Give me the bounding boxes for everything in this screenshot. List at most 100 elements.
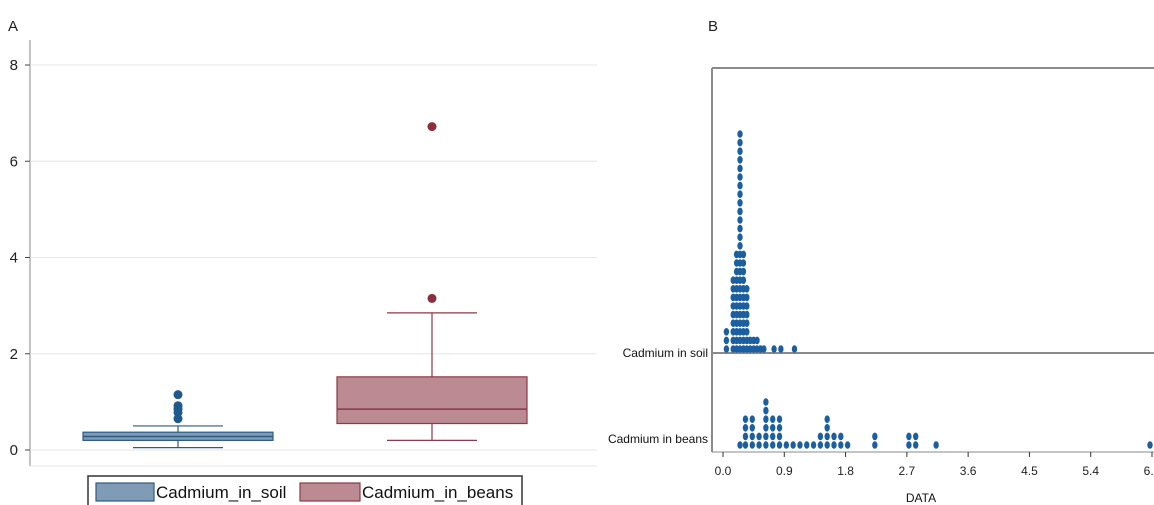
dot-beans bbox=[824, 441, 830, 449]
x-tick-label: 0.9 bbox=[776, 464, 793, 478]
dot-soil bbox=[737, 199, 743, 207]
group-label-soil: Cadmium in soil bbox=[623, 346, 708, 360]
dot-beans bbox=[838, 441, 844, 449]
dot-beans bbox=[790, 441, 796, 449]
dot-beans bbox=[763, 441, 769, 449]
dot-soil bbox=[737, 181, 743, 190]
dot-soil bbox=[737, 207, 743, 216]
dot-beans bbox=[906, 432, 912, 441]
dot-beans bbox=[770, 441, 776, 449]
dot-beans bbox=[742, 441, 749, 449]
legend-label-soil: Cadmium_in_soil bbox=[156, 483, 286, 502]
dot-soil bbox=[740, 250, 747, 259]
x-tick-label: 6.3 bbox=[1144, 464, 1154, 478]
group-label-beans: Cadmium in beans bbox=[608, 432, 708, 446]
dot-beans bbox=[797, 441, 803, 449]
outlier-beans bbox=[427, 122, 437, 132]
outlier-soil bbox=[173, 401, 183, 411]
x-tick-label: 4.5 bbox=[1021, 464, 1038, 478]
y-tick-label: 0 bbox=[10, 442, 18, 459]
dot-beans bbox=[749, 415, 755, 424]
dot-beans bbox=[763, 424, 769, 432]
dot-beans bbox=[906, 441, 912, 449]
dot-soil bbox=[778, 345, 784, 353]
y-tick-label: 6 bbox=[10, 153, 18, 170]
dot-beans bbox=[763, 432, 769, 441]
dot-soil bbox=[737, 233, 743, 241]
dot-soil bbox=[744, 319, 750, 328]
dot-beans bbox=[872, 432, 878, 441]
dot-soil bbox=[737, 147, 743, 155]
dot-beans bbox=[817, 432, 824, 441]
x-axis-label: DATA bbox=[906, 491, 936, 505]
dot-soil bbox=[723, 336, 730, 345]
x-tick-label: 3.6 bbox=[960, 464, 977, 478]
dot-soil bbox=[744, 310, 750, 319]
dot-beans bbox=[737, 441, 743, 449]
dot-beans bbox=[776, 415, 783, 424]
panel-b-dotplot: Cadmium in soil Cadmium in beans 0.0 0.9 1… bbox=[608, 67, 1154, 505]
dot-beans bbox=[838, 432, 844, 441]
dot-beans bbox=[804, 441, 810, 449]
dot-beans bbox=[831, 441, 837, 449]
dot-beans bbox=[770, 424, 776, 432]
dot-beans bbox=[913, 441, 919, 449]
box-beans bbox=[336, 376, 528, 425]
dot-beans bbox=[776, 441, 783, 449]
dot-soil bbox=[737, 164, 743, 173]
dot-beans bbox=[770, 432, 776, 441]
dot-soil bbox=[737, 190, 743, 198]
outlier-beans bbox=[427, 293, 437, 303]
dot-beans bbox=[763, 398, 769, 406]
x-tick-label: 0.0 bbox=[715, 464, 732, 478]
panel-b-label: B bbox=[708, 18, 718, 35]
panel-a-label: A bbox=[8, 18, 18, 35]
dot-beans bbox=[770, 415, 776, 424]
y-tick-label: 2 bbox=[10, 346, 18, 363]
dot-soil bbox=[737, 173, 743, 181]
dot-soil bbox=[771, 345, 777, 353]
panel-a-boxplot: 0 2 4 6 8 bbox=[10, 40, 597, 467]
legend-swatch-soil bbox=[95, 482, 155, 502]
dot-beans bbox=[742, 424, 749, 432]
dot-soil bbox=[737, 138, 743, 147]
dot-soil bbox=[761, 345, 767, 353]
dot-beans bbox=[763, 406, 769, 415]
dot-beans bbox=[756, 441, 762, 449]
dot-beans bbox=[749, 424, 755, 432]
dot-soil bbox=[737, 156, 743, 164]
dot-soil bbox=[740, 259, 747, 267]
dot-beans bbox=[831, 432, 837, 441]
dot-soil bbox=[744, 285, 750, 293]
dot-beans bbox=[824, 424, 830, 432]
legend-swatch-beans bbox=[299, 482, 361, 502]
dot-soil bbox=[754, 336, 760, 345]
dot-soil bbox=[723, 345, 730, 353]
dot-beans bbox=[749, 432, 755, 441]
dot-soil bbox=[744, 302, 750, 310]
dot-soil bbox=[737, 242, 743, 250]
dot-beans bbox=[913, 432, 919, 441]
dot-beans bbox=[763, 415, 769, 424]
dot-beans bbox=[1147, 441, 1153, 449]
dot-beans bbox=[749, 441, 755, 449]
x-tick-label: 1.8 bbox=[837, 464, 854, 478]
dot-beans bbox=[872, 441, 878, 449]
dot-beans bbox=[742, 432, 749, 441]
x-tick-label: 2.7 bbox=[899, 464, 916, 478]
dot-soil bbox=[737, 216, 743, 224]
legend-label-beans: Cadmium_in_beans bbox=[362, 483, 513, 502]
dot-beans bbox=[844, 441, 851, 449]
dot-soil bbox=[737, 130, 743, 138]
dot-soil bbox=[744, 293, 750, 302]
dot-soil bbox=[723, 328, 730, 336]
dot-beans bbox=[824, 432, 830, 441]
dot-soil bbox=[791, 345, 798, 353]
dot-beans bbox=[824, 415, 830, 424]
dot-beans bbox=[742, 415, 749, 424]
dot-beans bbox=[817, 441, 824, 449]
x-tick-label: 5.4 bbox=[1082, 464, 1099, 478]
y-tick-label: 8 bbox=[10, 57, 18, 74]
dot-beans bbox=[776, 432, 783, 441]
dot-beans bbox=[756, 432, 762, 441]
